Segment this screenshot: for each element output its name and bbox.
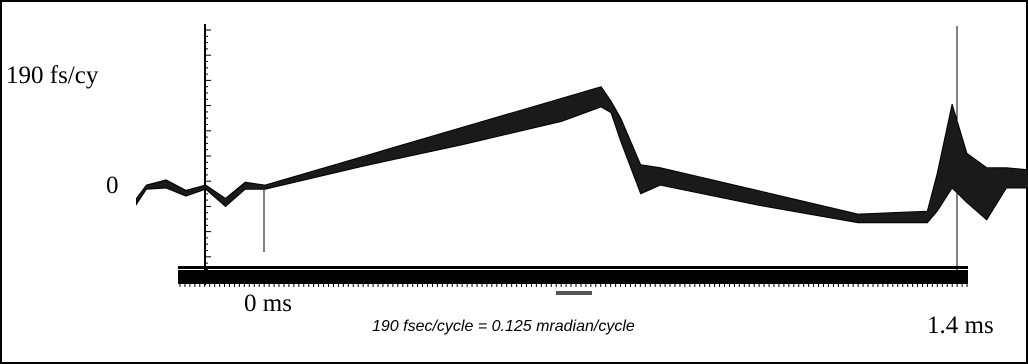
x-start-label: 0 ms — [244, 290, 292, 317]
time-axis-bar-top — [178, 266, 968, 269]
scale-marker — [556, 291, 592, 295]
signal-envelope — [136, 86, 1028, 224]
y-top-label: 190 fs/cy — [6, 62, 99, 89]
caption-text: 190 fsec/cycle = 0.125 mradian/cycle — [372, 318, 635, 335]
x-end-label: 1.4 ms — [927, 312, 994, 339]
time-axis-bar — [178, 270, 968, 284]
y-zero-label: 0 — [106, 172, 119, 199]
